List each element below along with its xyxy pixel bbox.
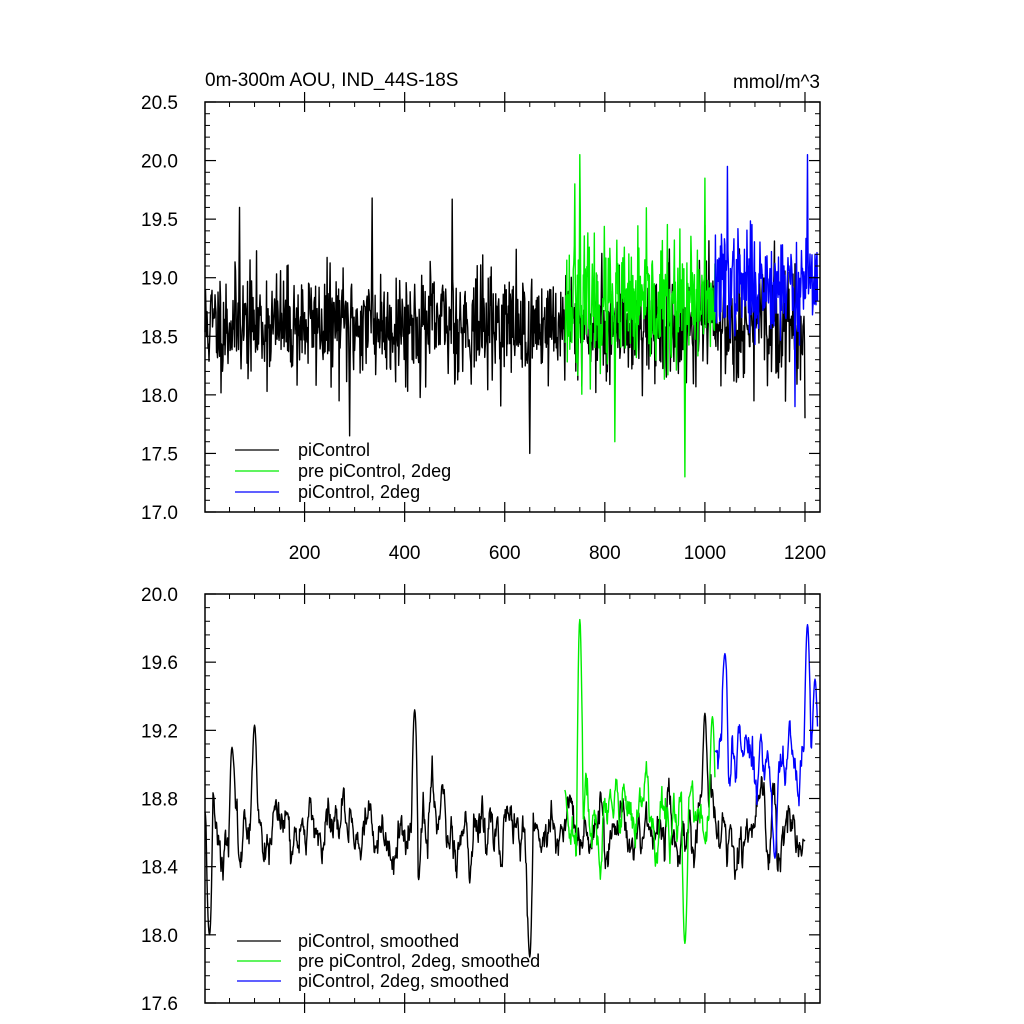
y-tick-label: 20.0 (141, 585, 178, 606)
legend-label-pre-piControl-2deg: pre piControl, 2deg (298, 461, 451, 481)
axis-ticks: 200 400 600 800 1000 1200 17.0 17.5 18.0 18.5 19.0… (141, 92, 826, 564)
y-tick-label: 18.8 (141, 790, 178, 811)
y-tick-label: 19.2 (141, 721, 178, 742)
legend: piControl pre piControl, 2deg piControl,… (235, 440, 451, 502)
bottom-chart-panel: 17.6 18.0 18.4 18.8 19.2 19.6 20.0 piControl, … (141, 584, 821, 1015)
x-tick-label: 800 (589, 543, 621, 564)
y-tick-label: 19.0 (141, 269, 178, 290)
y-tick-label: 18.0 (141, 386, 178, 407)
x-tick-label: 1000 (684, 543, 726, 564)
y-tick-label: 18.0 (141, 926, 178, 947)
legend-label-piControl-2deg-smoothed: piControl, 2deg, smoothed (298, 971, 509, 991)
legend: piControl, smoothed pre piControl, 2deg,… (237, 931, 540, 991)
y-tick-label: 18.4 (141, 858, 178, 879)
plot-frame (204, 101, 821, 513)
y-tick-label: 20.0 (141, 152, 178, 173)
plot-frame (204, 593, 821, 1004)
x-tick-label: 200 (289, 543, 321, 564)
legend-label-piControl-smoothed: piControl, smoothed (298, 931, 459, 951)
series-group (204, 618, 819, 958)
legend-label-pre-piControl-2deg-smoothed: pre piControl, 2deg, smoothed (298, 951, 540, 971)
top-chart-panel: 0m-300m AOU, IND_44S-18S mmol/m^3 200 400… (141, 70, 826, 564)
y-tick-label: 17.6 (141, 994, 178, 1015)
chart-title: 0m-300m AOU, IND_44S-18S (205, 70, 458, 91)
y-tick-label: 17.5 (141, 444, 178, 465)
x-tick-label: 600 (489, 543, 521, 564)
y-tick-label: 19.5 (141, 210, 178, 231)
x-tick-label: 400 (389, 543, 421, 564)
axis-ticks: 17.6 18.0 18.4 18.8 19.2 19.6 20.0 (141, 584, 820, 1015)
y-tick-label: 19.6 (141, 653, 178, 674)
series-line-pre-picontrol-2deg (564, 154, 716, 478)
y-tick-label: 17.0 (141, 503, 178, 524)
series-line-picontrol-2deg-smoothed (714, 623, 819, 859)
y-tick-label: 18.5 (141, 327, 178, 348)
legend-label-piControl: piControl (298, 440, 370, 460)
legend-label-piControl-2deg: piControl, 2deg (298, 482, 420, 502)
x-tick-label: 1200 (784, 543, 826, 564)
series-group (204, 154, 819, 478)
series-line-picontrol-smoothed (204, 709, 806, 958)
chart-units-label: mmol/m^3 (733, 72, 820, 93)
y-tick-label: 20.5 (141, 93, 178, 114)
series-line-picontrol-2deg (714, 154, 819, 408)
series-line-pre-picontrol-2deg-smoothed (564, 618, 716, 945)
